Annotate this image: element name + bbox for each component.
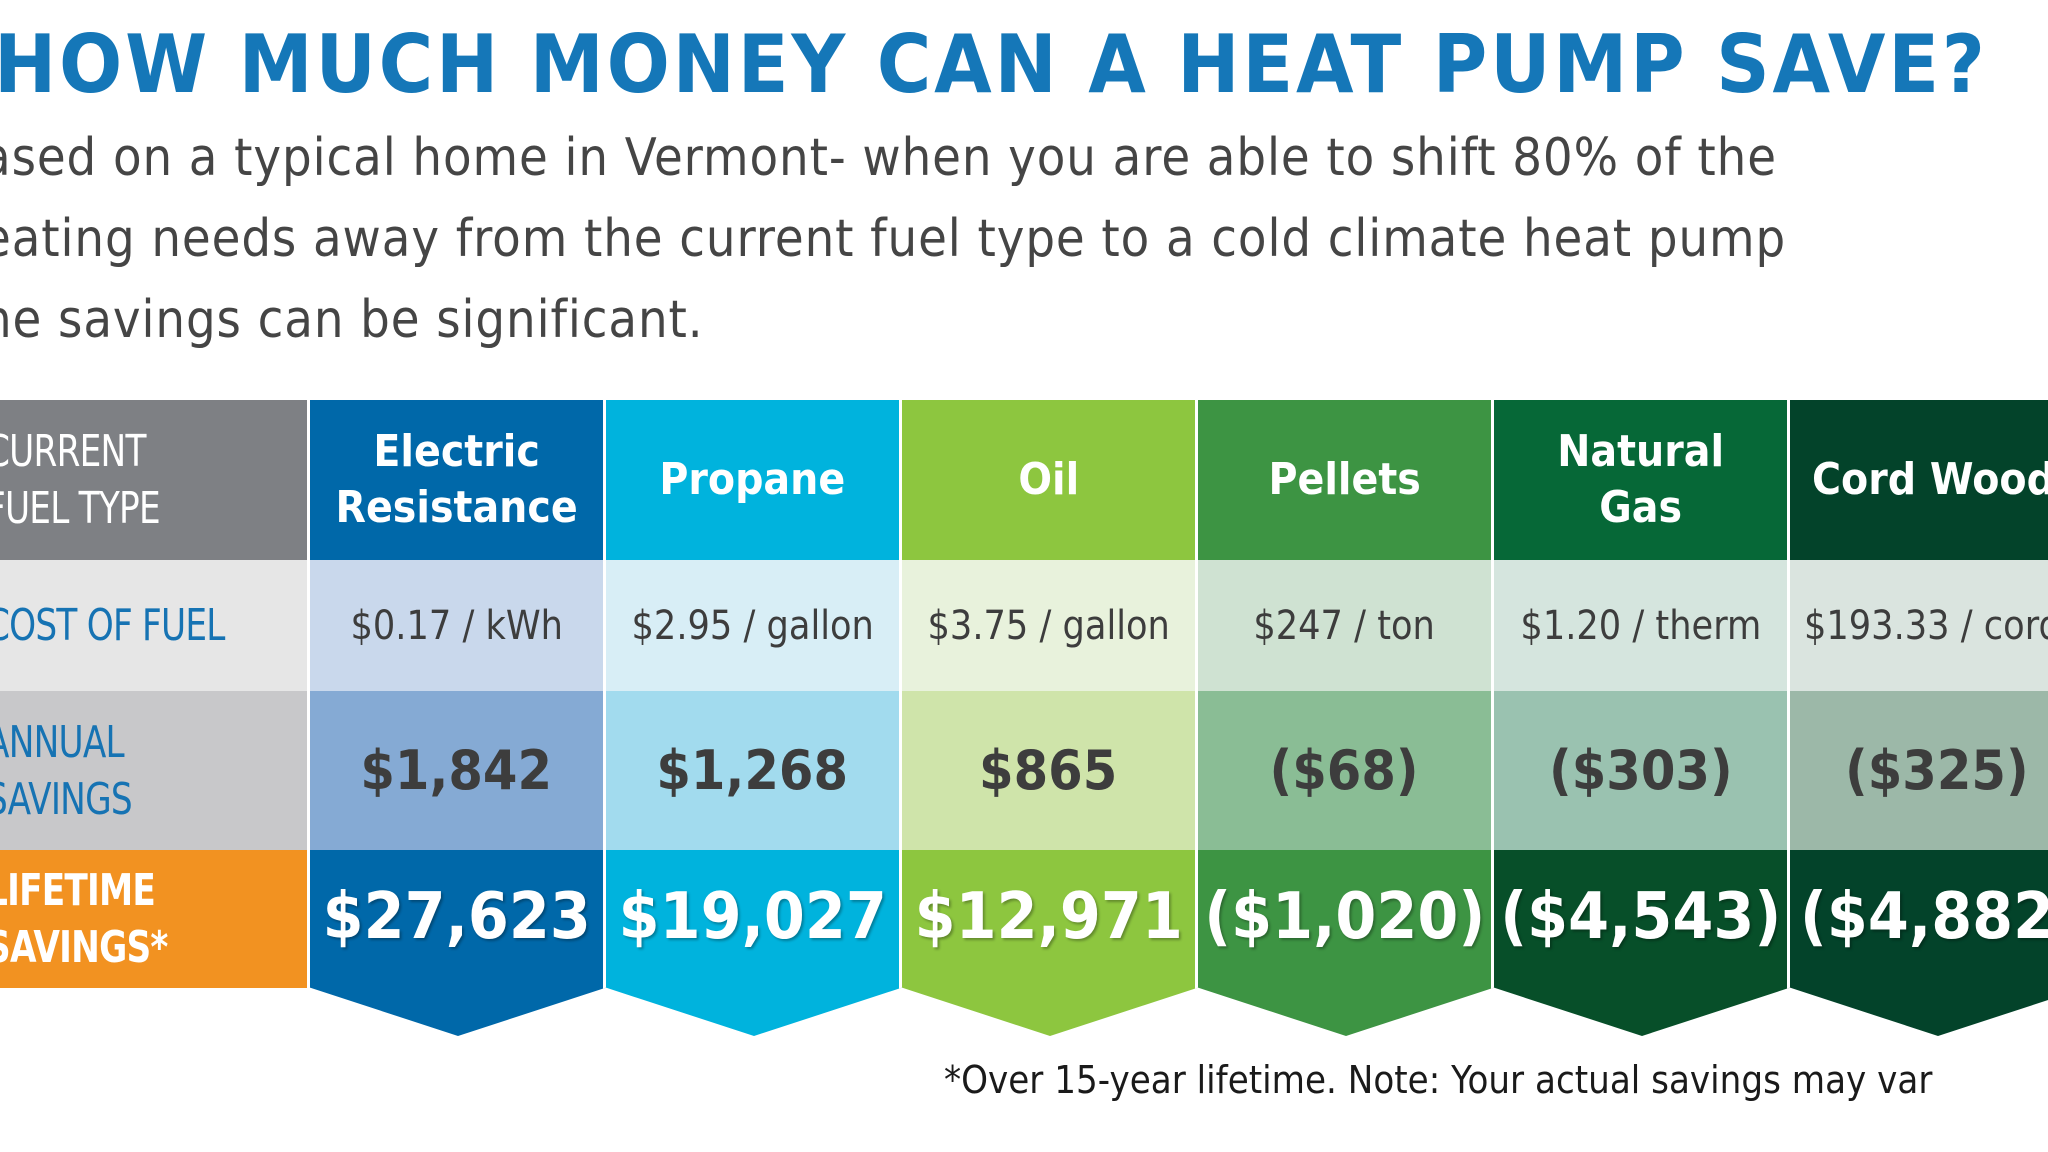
subtitle: ased on a typical home in Vermont- when … — [0, 118, 1786, 361]
header-propane: Propane — [606, 400, 902, 560]
label-cost-of-fuel: COST OF FUEL — [0, 560, 310, 691]
lifetime-chevron: $27,623 — [310, 850, 606, 1036]
annual-cell: ($325) — [1790, 691, 2048, 850]
annual-savings-row: ANNUALSAVINGS $1,842 $1,268 $865 ($68) (… — [0, 691, 2048, 850]
cost-cell: $1.20 / therm — [1494, 560, 1790, 691]
cost-row: COST OF FUEL $0.17 / kWh $2.95 / gallon … — [0, 560, 2048, 691]
label-lifetime-savings: LIFETIME SAVINGS* — [0, 850, 310, 988]
label-fuel-type: CURRENT FUEL TYPE — [0, 400, 310, 560]
subtitle-line: ased on a typical home in Vermont- when … — [0, 128, 1777, 188]
cost-cell: $3.75 / gallon — [902, 560, 1198, 691]
cost-cell: $0.17 / kWh — [310, 560, 606, 691]
header-oil: Oil — [902, 400, 1198, 560]
annual-cell: $1,842 — [310, 691, 606, 850]
page-title: HOW MUCH MONEY CAN A HEAT PUMP SAVE? — [0, 18, 1988, 111]
label-annual-savings: ANNUALSAVINGS — [0, 691, 310, 850]
subtitle-line: ne savings can be significant. — [0, 290, 704, 350]
lifetime-chevron: ($4,882) — [1790, 850, 2048, 1036]
header-pellets: Pellets — [1198, 400, 1494, 560]
header-row: CURRENT FUEL TYPE Electric Resistance Prop… — [0, 400, 2048, 560]
footnote: *Over 15-year lifetime. Note: Your actua… — [944, 1058, 1933, 1102]
header-natural-gas: Natural Gas — [1494, 400, 1790, 560]
cost-cell: $2.95 / gallon — [606, 560, 902, 691]
cost-cell: $193.33 / cord — [1790, 560, 2048, 691]
annual-cell: ($68) — [1198, 691, 1494, 850]
annual-cell: $865 — [902, 691, 1198, 850]
lifetime-chevron: $12,971 — [902, 850, 1198, 1036]
header-cord-wood: Cord Wood — [1790, 400, 2048, 560]
lifetime-chevron: ($1,020) — [1198, 850, 1494, 1036]
lifetime-savings-row: LIFETIME SAVINGS* $27,623 $19,027 $12,971… — [0, 850, 2048, 1040]
header-electric-resistance: Electric Resistance — [310, 400, 606, 560]
lifetime-chevron: $19,027 — [606, 850, 902, 1036]
annual-cell: $1,268 — [606, 691, 902, 850]
subtitle-line: eating needs away from the current fuel … — [0, 209, 1787, 269]
lifetime-chevron: ($4,543) — [1494, 850, 1790, 1036]
annual-cell: ($303) — [1494, 691, 1790, 850]
cost-cell: $247 / ton — [1198, 560, 1494, 691]
